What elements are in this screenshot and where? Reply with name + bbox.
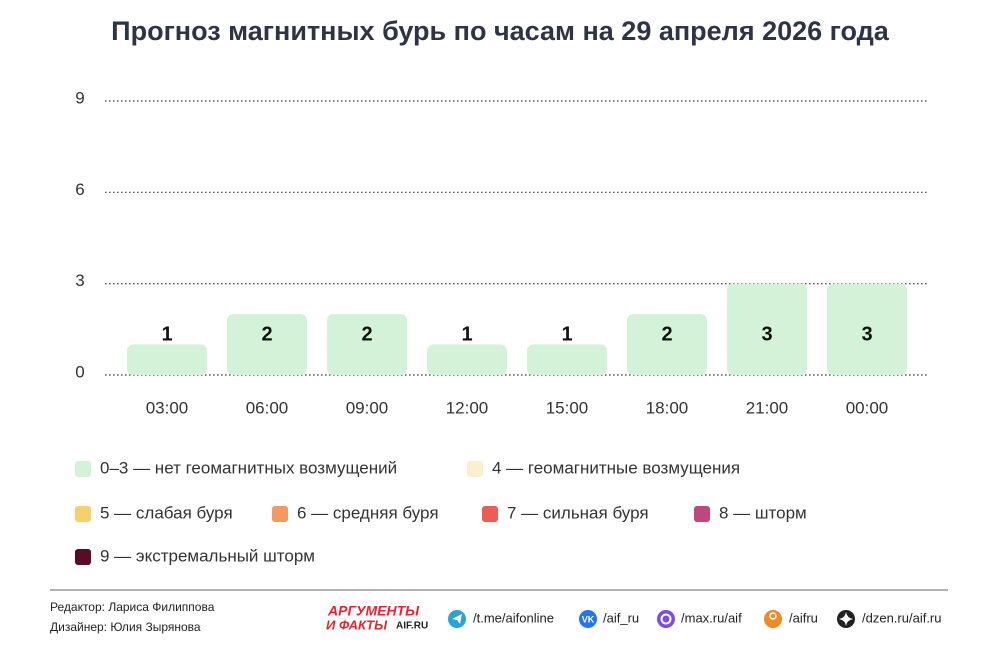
y-tick-label: 0	[75, 362, 84, 381]
social-link: /aif_ru	[603, 610, 639, 625]
bar	[727, 283, 807, 375]
legend-label: 7 — сильная буря	[507, 503, 649, 522]
legend-swatch	[272, 506, 288, 522]
legend-label: 9 — экстремальный шторм	[100, 546, 315, 565]
y-tick-label: 6	[75, 180, 84, 199]
ok-glyph	[769, 612, 777, 620]
bar	[827, 283, 907, 375]
legend-swatch	[694, 506, 710, 522]
bar	[627, 314, 707, 375]
max-icon	[657, 610, 675, 628]
value-label: 1	[561, 323, 572, 345]
x-tick-label: 06:00	[246, 398, 289, 417]
dzen-glyph	[839, 612, 853, 626]
value-label: 2	[261, 323, 272, 345]
legend-label: 5 — слабая буря	[100, 503, 233, 522]
y-tick-label: 3	[75, 271, 84, 290]
value-label: 1	[161, 323, 172, 345]
legend-label: 4 — геомагнитные возмущения	[492, 458, 740, 477]
x-tick-label: 18:00	[646, 398, 689, 417]
legend-label: 8 — шторм	[719, 503, 807, 522]
x-tick-label: 03:00	[146, 398, 189, 417]
value-label: 1	[461, 323, 472, 345]
telegram-glyph	[452, 614, 462, 624]
social-link: /t.me/aifonline	[473, 610, 554, 625]
value-label: 3	[861, 323, 872, 345]
legend-swatch	[75, 461, 91, 477]
designer: Дизайнер: Юлия Зырянова	[50, 620, 201, 634]
value-label: 2	[361, 323, 372, 345]
legend-label: 6 — средняя буря	[297, 503, 439, 522]
x-tick-label: 15:00	[546, 398, 589, 417]
social-link: /max.ru/aif	[681, 610, 742, 625]
social-link: /dzen.ru/aif.ru	[862, 610, 942, 625]
max-glyph	[660, 613, 672, 625]
bar	[427, 344, 507, 375]
legend-label: 0–3 — нет геомагнитных возмущений	[100, 458, 397, 477]
x-tick-label: 09:00	[346, 398, 389, 417]
x-tick-label: 12:00	[446, 398, 489, 417]
x-tick-label: 21:00	[746, 398, 789, 417]
legend-swatch	[482, 506, 498, 522]
x-tick-label: 00:00	[846, 398, 889, 417]
legend-swatch	[467, 461, 483, 477]
social-link: /aifru	[789, 610, 818, 625]
social-icons: VK	[448, 610, 855, 628]
logo-text: АРГУМЕНТЫ	[327, 603, 420, 619]
vk-icon	[579, 610, 597, 628]
legend-swatch	[75, 506, 91, 522]
value-label: 2	[661, 323, 672, 345]
logo-text: AIF.RU	[396, 621, 428, 632]
bar	[227, 314, 307, 375]
chart-title: Прогноз магнитных бурь по часам на 29 ап…	[111, 16, 890, 46]
logo: АРГУМЕНТЫ И ФАКТЫ AIF.RU	[326, 603, 428, 633]
bar	[127, 344, 207, 375]
legend-swatch	[75, 549, 91, 565]
bar	[327, 314, 407, 375]
value-label: 3	[761, 323, 772, 345]
y-tick-label: 9	[75, 88, 84, 107]
vk-glyph: VK	[582, 614, 595, 624]
bar	[527, 344, 607, 375]
logo-text: И ФАКТЫ	[326, 617, 388, 632]
editor: Редактор: Лариса Филиппова	[50, 600, 215, 614]
